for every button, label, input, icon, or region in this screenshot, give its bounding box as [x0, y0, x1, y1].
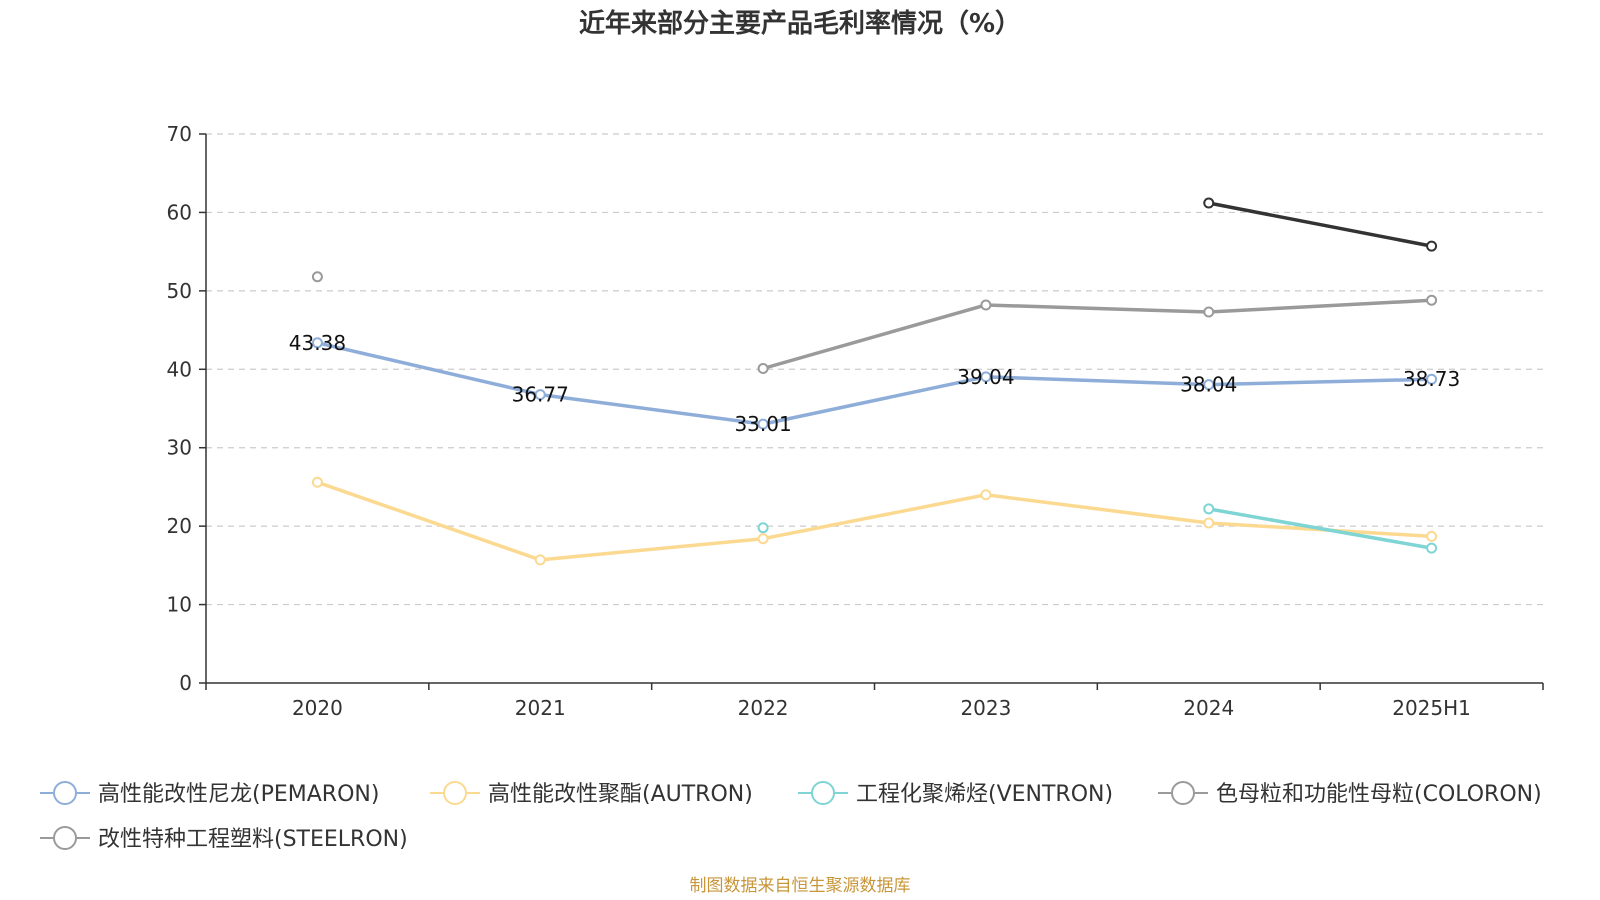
x-tick-label: 2020	[292, 696, 343, 720]
series-line	[762, 298, 1432, 371]
y-tick-label: 20	[167, 514, 192, 538]
x-tick-label: 2022	[738, 696, 789, 720]
data-label: 39.04	[957, 365, 1014, 389]
data-point[interactable]	[1426, 373, 1438, 385]
legend-marker	[1171, 781, 1195, 805]
y-tick-label: 10	[167, 593, 192, 617]
data-point[interactable]	[980, 489, 992, 501]
legend-item[interactable]: 工程化聚烯烃(VENTRON)	[798, 781, 1113, 807]
data-label: 38.73	[1403, 367, 1460, 391]
data-point[interactable]	[757, 418, 769, 430]
y-tick-label: 0	[179, 671, 192, 695]
series-line	[316, 480, 1432, 562]
legend: 高性能改性尼龙(PEMARON) 高性能改性聚酯(AUTRON) 工程化聚烯烃(VE…	[40, 781, 1542, 852]
data-point[interactable]	[980, 371, 992, 383]
y-tick-label: 40	[167, 357, 192, 381]
series-2	[757, 503, 1438, 554]
source-note: 制图数据来自恒生聚源数据库	[690, 876, 911, 896]
y-tick-label: 60	[167, 200, 192, 224]
legend-marker	[53, 781, 77, 805]
data-point[interactable]	[980, 299, 992, 311]
series-line	[1208, 201, 1432, 248]
data-point[interactable]	[1203, 503, 1215, 515]
legend-label: 工程化聚烯烃(VENTRON)	[856, 782, 1113, 807]
series-layer	[311, 197, 1438, 566]
legend-item[interactable]: 色母粒和功能性母粒(COLORON)	[1158, 781, 1542, 807]
series-4	[1203, 197, 1438, 252]
y-tick-label: 50	[167, 279, 192, 303]
y-tick-label: 70	[167, 122, 192, 146]
x-tick-label: 2024	[1183, 696, 1234, 720]
legend-label: 改性特种工程塑料(STEELRON)	[98, 827, 408, 852]
data-point[interactable]	[1203, 379, 1215, 391]
legend-item[interactable]: 高性能改性聚酯(AUTRON)	[430, 781, 753, 807]
data-point[interactable]	[1426, 240, 1438, 252]
data-label: 36.77	[512, 383, 569, 407]
series-line	[317, 341, 1432, 426]
data-point[interactable]	[1203, 517, 1215, 529]
data-point[interactable]	[1203, 306, 1215, 318]
y-tick-label: 30	[167, 436, 192, 460]
series-line	[1208, 507, 1432, 550]
data-label: 38.04	[1180, 373, 1237, 397]
data-point[interactable]	[757, 363, 769, 375]
data-point[interactable]	[757, 522, 769, 534]
legend-marker	[811, 781, 835, 805]
data-point[interactable]	[1426, 542, 1438, 554]
data-point[interactable]	[311, 271, 323, 283]
legend-item[interactable]: 改性特种工程塑料(STEELRON)	[40, 826, 408, 852]
legend-marker	[443, 781, 467, 805]
data-label: 43.38	[289, 331, 346, 355]
data-point[interactable]	[534, 554, 546, 566]
data-point[interactable]	[1426, 294, 1438, 306]
data-label: 33.01	[734, 412, 791, 436]
data-point[interactable]	[1203, 197, 1215, 209]
axes: 0 10 20 30 40 50 60 70 2020 2021 2022 2023 2024 2025H…	[167, 122, 1544, 720]
data-labels: 43.38 36.77 33.01 39.04 38.04 38.73	[289, 331, 1460, 436]
data-point[interactable]	[311, 337, 323, 349]
legend-label: 高性能改性聚酯(AUTRON)	[488, 782, 753, 807]
legend-marker	[53, 826, 77, 850]
data-point[interactable]	[311, 476, 323, 488]
chart-title: 近年来部分主要产品毛利率情况（%）	[579, 8, 1021, 39]
legend-label: 高性能改性尼龙(PEMARON)	[98, 782, 379, 807]
series-1	[311, 476, 1438, 566]
series-3	[311, 271, 1438, 375]
data-point[interactable]	[757, 533, 769, 545]
legend-item[interactable]: 高性能改性尼龙(PEMARON)	[40, 781, 379, 807]
data-point[interactable]	[534, 389, 546, 401]
legend-label: 色母粒和功能性母粒(COLORON)	[1216, 782, 1542, 807]
data-point[interactable]	[1426, 530, 1438, 542]
series-0	[311, 337, 1438, 430]
x-tick-label: 2025H1	[1392, 696, 1471, 720]
x-tick-label: 2023	[960, 696, 1011, 720]
x-tick-label: 2021	[515, 696, 566, 720]
